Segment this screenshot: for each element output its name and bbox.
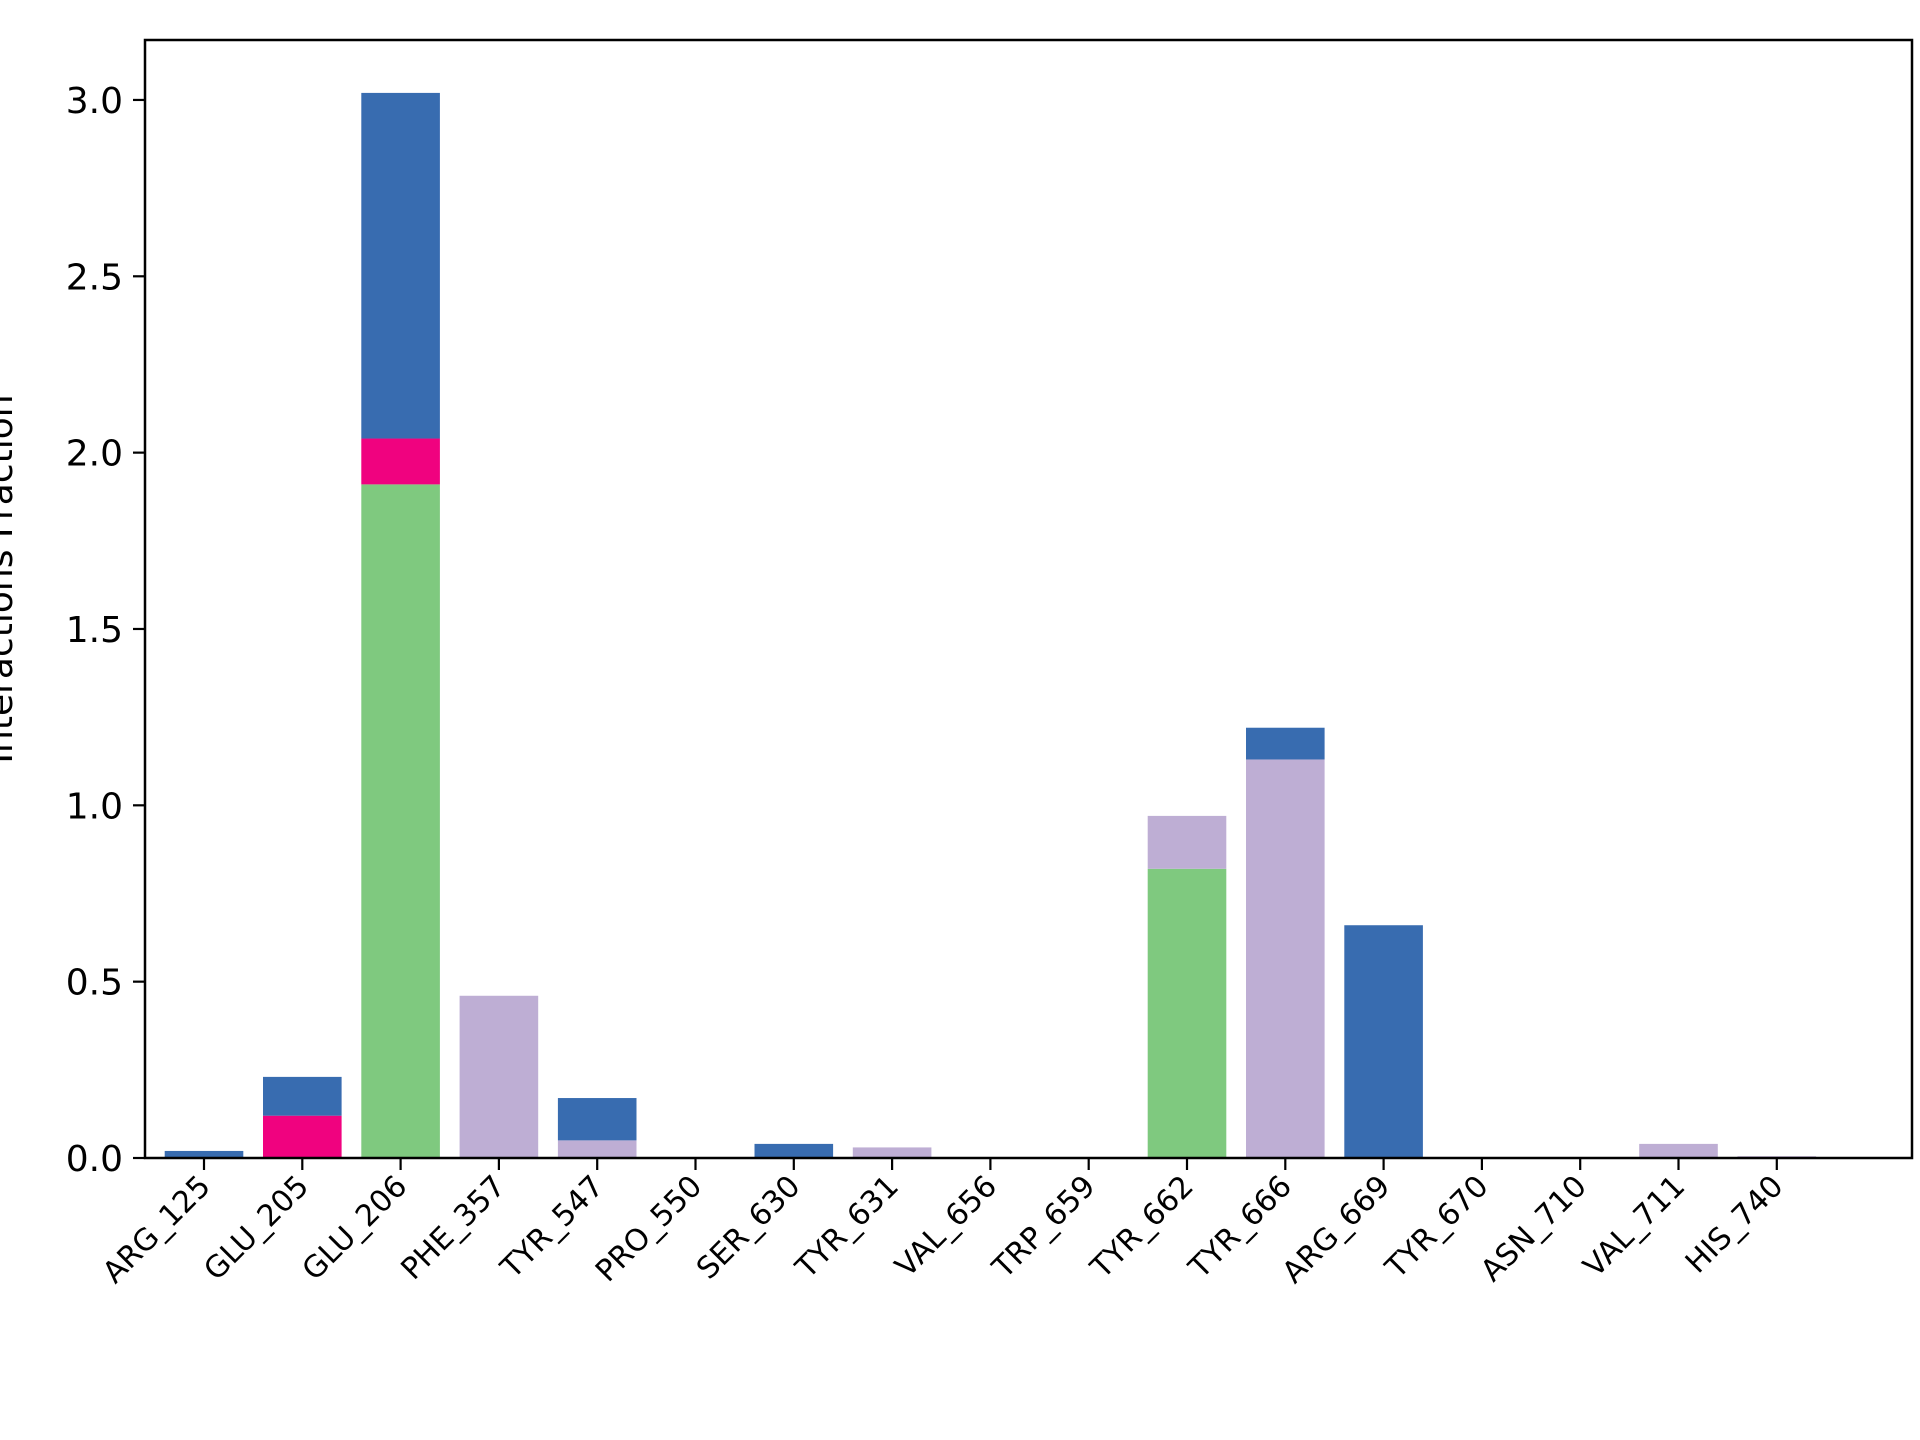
x-tick-label-tyr-631: TYR_631 — [789, 1169, 906, 1286]
bar-segment-tyr-547-s2 — [557, 1140, 637, 1158]
bar-segment-tyr-666-s4 — [1246, 727, 1325, 760]
x-tick-label-val-711: VAL_711 — [1577, 1169, 1692, 1284]
x-tick-label-phe-357: PHE_357 — [395, 1169, 513, 1287]
bar-segment-tyr-662-s2 — [1147, 815, 1227, 869]
x-tick-label-arg-669: ARG_669 — [1276, 1169, 1398, 1291]
bar-segment-tyr-662-s1 — [1147, 868, 1227, 1158]
bar-segment-arg-669-s4 — [1344, 925, 1423, 1158]
bar-segment-arg-125-s4 — [164, 1150, 244, 1158]
bar-segment-glu-205-s3 — [263, 1115, 342, 1158]
y-tick-label: 1.0 — [66, 786, 123, 827]
bar-segment-glu-206-s4 — [361, 92, 440, 439]
plot-frame — [143, 38, 1914, 1160]
bar-segment-val-711-s2 — [1639, 1143, 1718, 1158]
x-tick-label-pro-550: PRO_550 — [589, 1169, 709, 1289]
x-tick-label-asn-710: ASN_710 — [1474, 1169, 1594, 1289]
bar-segment-tyr-666-s2 — [1246, 759, 1325, 1158]
x-tick-label-trp-659: TRP_659 — [985, 1169, 1102, 1286]
y-tick-label: 1.5 — [66, 610, 123, 651]
y-tick-label: 3.0 — [66, 81, 123, 122]
x-tick-label-val-656: VAL_656 — [889, 1169, 1004, 1284]
bar-segment-tyr-547-s4 — [557, 1098, 637, 1141]
y-tick-label: 2.0 — [66, 434, 123, 475]
y-tick-label: 0.5 — [66, 963, 123, 1004]
x-tick-label-his-740: HIS_740 — [1679, 1169, 1791, 1281]
bar-segment-ser-630-s4 — [754, 1143, 834, 1158]
bar-segment-glu-205-s4 — [263, 1076, 342, 1116]
bars-layer — [164, 92, 1817, 1158]
x-tick-label-tyr-662: TYR_662 — [1083, 1169, 1200, 1286]
y-tick-label: 2.5 — [66, 257, 123, 298]
bar-segment-phe-357-s2 — [459, 995, 539, 1158]
x-tick-label-glu-205: GLU_205 — [197, 1169, 316, 1288]
x-tick-label-ser-630: SER_630 — [690, 1169, 807, 1286]
bar-segment-glu-206-s3 — [361, 438, 440, 485]
bar-segment-glu-206-s1 — [361, 484, 440, 1158]
y-axis-label: Interactions Fraction — [0, 394, 21, 763]
x-tick-label-glu-206: GLU_206 — [296, 1169, 415, 1288]
x-tick-label-arg-125: ARG_125 — [96, 1169, 218, 1291]
bar-segment-tyr-631-s2 — [852, 1147, 932, 1158]
y-tick-label: 0.0 — [66, 1139, 123, 1180]
